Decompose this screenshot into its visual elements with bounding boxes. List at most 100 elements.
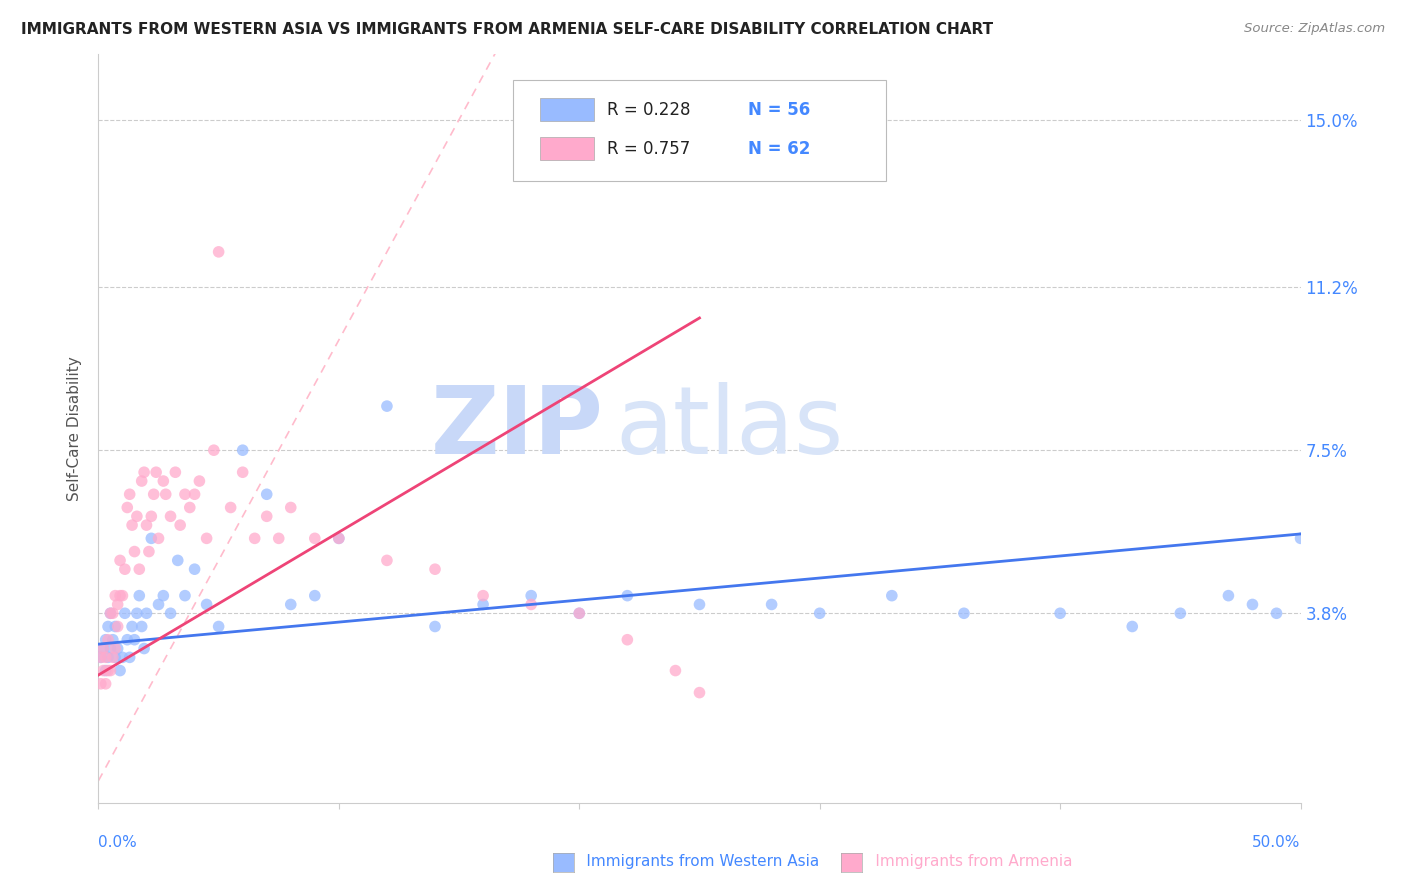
Point — [121, 619, 143, 633]
Text: N = 62: N = 62 — [748, 140, 810, 158]
Point — [125, 607, 148, 621]
Point — [1289, 532, 1312, 546]
Point — [375, 399, 398, 413]
Point — [808, 607, 831, 621]
Point — [520, 589, 543, 603]
Point — [664, 664, 686, 678]
Text: 0.0%: 0.0% — [98, 836, 138, 850]
Point — [328, 532, 350, 546]
Point — [104, 641, 127, 656]
Point — [423, 562, 446, 576]
Point — [159, 509, 181, 524]
Point — [101, 632, 124, 647]
Point — [94, 650, 117, 665]
Point — [145, 465, 167, 479]
Point — [953, 607, 976, 621]
Point — [131, 619, 153, 633]
Point — [155, 487, 177, 501]
Point — [219, 500, 242, 515]
Point — [1121, 619, 1143, 633]
Point — [104, 589, 127, 603]
Point — [304, 532, 326, 546]
Point — [165, 465, 187, 479]
Point — [107, 619, 129, 633]
Text: atlas: atlas — [616, 382, 844, 475]
Text: N = 56: N = 56 — [748, 101, 810, 119]
Point — [131, 474, 153, 488]
Point — [100, 607, 122, 621]
Point — [91, 641, 114, 656]
Point — [195, 532, 218, 546]
Point — [91, 641, 114, 656]
Text: ZIP: ZIP — [430, 382, 603, 475]
Point — [118, 487, 141, 501]
Point — [132, 465, 155, 479]
Point — [280, 598, 302, 612]
Point — [169, 518, 191, 533]
Point — [148, 598, 170, 612]
Point — [124, 544, 146, 558]
Point — [304, 589, 326, 603]
Point — [101, 650, 124, 665]
Point — [174, 589, 197, 603]
Point — [111, 650, 134, 665]
Text: IMMIGRANTS FROM WESTERN ASIA VS IMMIGRANTS FROM ARMENIA SELF-CARE DISABILITY COR: IMMIGRANTS FROM WESTERN ASIA VS IMMIGRAN… — [21, 22, 993, 37]
Point — [132, 641, 155, 656]
Point — [267, 532, 290, 546]
Point — [101, 607, 124, 621]
Point — [128, 589, 150, 603]
Text: R = 0.228: R = 0.228 — [607, 101, 690, 119]
Point — [280, 500, 302, 515]
Point — [243, 532, 266, 546]
Point — [1265, 607, 1288, 621]
Point — [142, 487, 165, 501]
Y-axis label: Self-Care Disability: Self-Care Disability — [67, 356, 83, 500]
Point — [520, 598, 543, 612]
Point — [138, 544, 160, 558]
Point — [148, 532, 170, 546]
Point — [616, 632, 638, 647]
Point — [179, 500, 201, 515]
FancyBboxPatch shape — [513, 79, 886, 181]
Point — [423, 619, 446, 633]
Text: R = 0.757: R = 0.757 — [607, 140, 690, 158]
Point — [111, 589, 134, 603]
Point — [1049, 607, 1071, 621]
Point — [100, 607, 122, 621]
Point — [121, 518, 143, 533]
Point — [94, 632, 117, 647]
Point — [108, 553, 131, 567]
Point — [202, 443, 225, 458]
Point — [1241, 598, 1264, 612]
Point — [108, 664, 131, 678]
Point — [97, 632, 120, 647]
Point — [375, 553, 398, 567]
Point — [118, 650, 141, 665]
Point — [124, 632, 146, 647]
Point — [568, 607, 591, 621]
Point — [90, 650, 112, 665]
Point — [107, 641, 129, 656]
Point — [117, 632, 139, 647]
Point — [232, 443, 254, 458]
Point — [689, 598, 711, 612]
Point — [208, 619, 231, 633]
Point — [183, 562, 205, 576]
Point — [568, 607, 591, 621]
Point — [128, 562, 150, 576]
Point — [141, 509, 163, 524]
Point — [232, 465, 254, 479]
Point — [208, 244, 231, 259]
Point — [256, 509, 278, 524]
Point — [689, 685, 711, 699]
Point — [100, 641, 122, 656]
Point — [195, 598, 218, 612]
Text: Immigrants from Armenia: Immigrants from Armenia — [851, 855, 1073, 869]
Point — [174, 487, 197, 501]
Text: 50.0%: 50.0% — [1253, 836, 1301, 850]
Point — [152, 589, 174, 603]
Point — [328, 532, 350, 546]
Bar — [540, 98, 593, 121]
Point — [97, 650, 120, 665]
Point — [100, 664, 122, 678]
